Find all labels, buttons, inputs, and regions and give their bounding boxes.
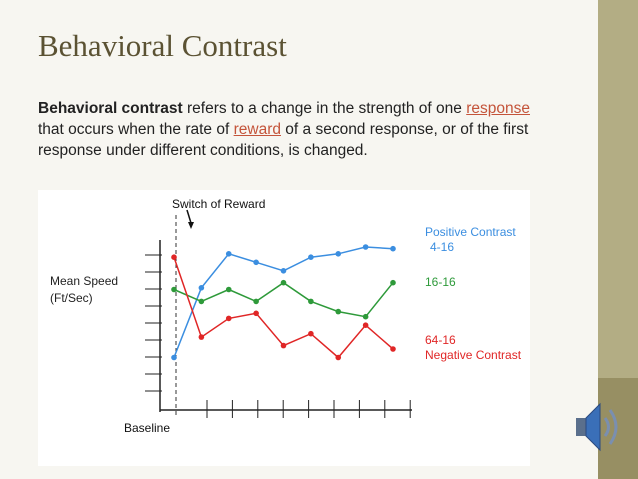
chart-background <box>38 190 530 466</box>
data-point <box>390 245 396 252</box>
body-text: Behavioral contrast refers to a change i… <box>38 98 550 161</box>
data-point <box>253 298 259 305</box>
data-point <box>198 334 205 340</box>
data-point <box>280 342 287 349</box>
arrow-head <box>188 222 194 229</box>
data-point <box>335 251 342 257</box>
data-point <box>225 286 232 293</box>
data-point <box>390 346 396 352</box>
data-point <box>390 279 396 286</box>
data-point <box>335 354 342 361</box>
data-point <box>171 286 177 293</box>
data-point <box>198 285 205 291</box>
series-note: Negative Contrast <box>425 348 522 362</box>
data-point <box>308 298 314 305</box>
series-line <box>173 281 394 318</box>
body-segment: refers to a change in the strength of on… <box>182 100 467 117</box>
y-axis-label: Mean Speed (Ft/Sec) <box>50 274 119 305</box>
legend-label: 64-16 <box>425 333 456 347</box>
series-note: Positive Contrast <box>425 225 516 239</box>
data-point <box>171 254 177 260</box>
body-segment: that occurs when the rate of <box>38 121 234 138</box>
data-point <box>362 244 369 250</box>
data-point <box>362 313 369 320</box>
series-line <box>173 246 394 358</box>
data-point <box>253 259 259 266</box>
body-segment: of a second response, or of the first re… <box>38 121 529 159</box>
legend-label: 4-16 <box>430 240 454 254</box>
data-point <box>198 298 205 305</box>
speaker-icon <box>576 402 618 452</box>
slide-title: Behavioral Contrast <box>38 28 287 63</box>
data-point <box>280 279 287 286</box>
data-point <box>280 268 287 274</box>
data-point <box>225 315 232 322</box>
data-point <box>225 251 232 257</box>
arrow <box>186 209 192 224</box>
link-text[interactable]: reward <box>233 121 281 138</box>
x-axis-label: Baseline <box>124 421 170 435</box>
side-strip-lower <box>598 378 638 479</box>
body-segment: Behavioral contrast <box>38 100 183 117</box>
data-point <box>308 330 314 337</box>
data-point <box>335 308 342 315</box>
data-point <box>308 254 314 260</box>
link-text[interactable]: response <box>466 100 530 117</box>
data-point <box>171 354 177 361</box>
legend-label: 16-16 <box>425 275 456 289</box>
annotation: Switch of Reward <box>172 197 265 211</box>
data-point <box>253 310 259 317</box>
data-point <box>362 322 369 329</box>
